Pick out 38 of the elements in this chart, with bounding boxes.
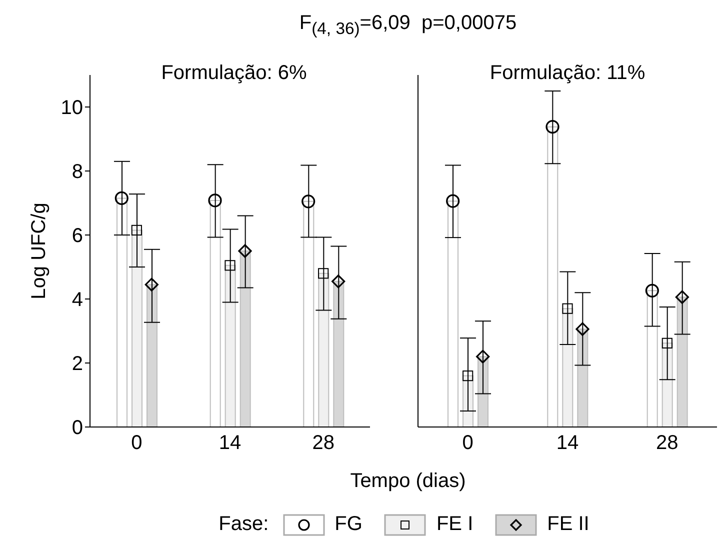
y-tick-label: 6 [72,225,83,248]
x-tick-label: 0 [131,432,142,454]
x-tick-label: 14 [218,432,242,454]
text: FG [334,513,362,536]
bar [146,284,158,427]
y-tick-label: 10 [60,97,83,120]
y-axis-title: Log UFC/g [28,202,50,300]
bar [562,308,574,427]
bar [577,328,588,427]
y-tick-label: 8 [72,161,83,184]
bar [318,272,330,427]
bar [646,290,658,427]
y-tick-label: 2 [72,353,83,376]
text: FE I [436,513,474,536]
x-tick-label: 28 [656,432,678,454]
bar [116,198,128,427]
x-tick-label: 28 [312,432,334,454]
bar [303,200,314,427]
bar [478,356,488,427]
x-tick-label: 14 [556,432,579,454]
bar [132,230,142,427]
legend-title: Fase: [218,513,269,536]
chart-title: Formulação: 6% [160,62,308,85]
y-tick-label: 0 [72,417,83,440]
bar [210,200,221,427]
bar [333,280,344,427]
bar [224,264,236,427]
x-axis-title: Tempo (dias) [349,470,467,493]
y-tick-label: 4 [72,289,83,312]
bar [240,250,251,427]
text: F$_{(4, 36)}$=6,09 p=0,00075 [298,12,518,39]
chart-title: Formulação: 11% [488,62,646,85]
bar [662,342,673,427]
bar [547,126,558,427]
x-tick-label: 0 [462,432,474,454]
legend-label: FE II [547,513,590,536]
bar [448,200,458,427]
bar [676,296,688,427]
